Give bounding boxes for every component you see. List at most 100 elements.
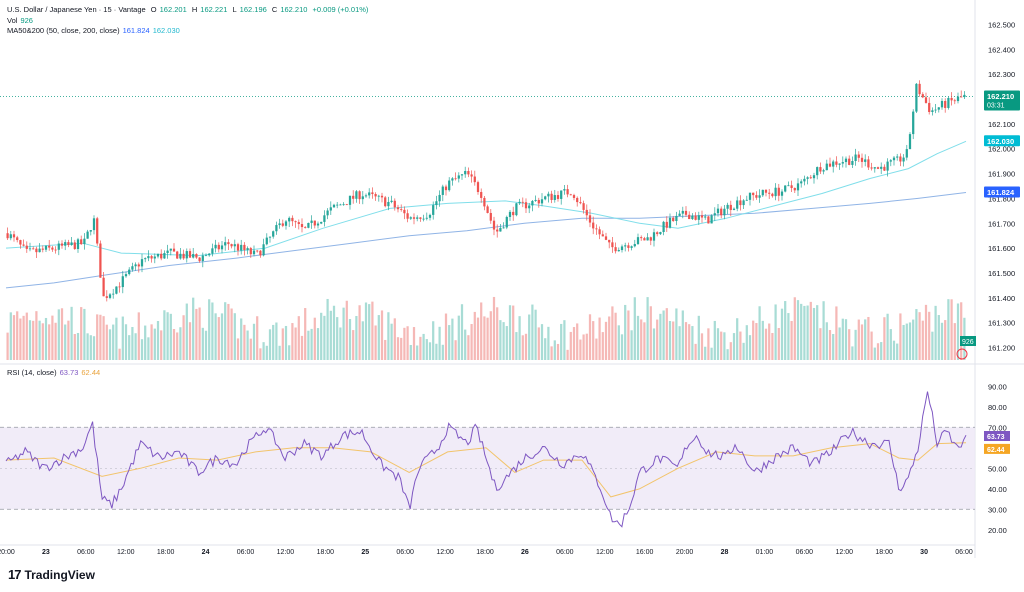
candle-body bbox=[467, 170, 470, 175]
candle-body bbox=[326, 210, 329, 216]
volume-bar bbox=[601, 332, 604, 360]
volume-bar bbox=[608, 316, 611, 360]
symbol-legend[interactable]: U.S. Dollar / Japanese Yen · 15 · Vantag… bbox=[7, 5, 371, 14]
candle-body bbox=[195, 254, 198, 258]
candle-body bbox=[128, 269, 131, 275]
candle-body bbox=[774, 187, 777, 197]
volume-bar bbox=[352, 330, 355, 360]
volume-bar bbox=[681, 310, 684, 360]
tradingview-logo-icon: 17 bbox=[8, 567, 22, 582]
volume-bar bbox=[752, 320, 755, 360]
candle-body bbox=[656, 232, 659, 235]
volume-bar bbox=[870, 331, 873, 360]
volume-bar bbox=[739, 331, 742, 360]
volume-bar bbox=[320, 312, 323, 360]
candle-body bbox=[832, 161, 835, 167]
volume-bar bbox=[537, 327, 540, 360]
close-label: C bbox=[271, 5, 278, 14]
volume-bar bbox=[342, 307, 345, 360]
volume-bar bbox=[678, 326, 681, 360]
volume-bar bbox=[617, 325, 620, 360]
candle-body bbox=[288, 217, 291, 222]
candle-body bbox=[809, 177, 812, 179]
volume-bar bbox=[652, 328, 656, 360]
candle-body bbox=[172, 248, 176, 252]
candle-body bbox=[179, 253, 182, 259]
volume-bar bbox=[713, 320, 716, 360]
candle-body bbox=[953, 100, 956, 102]
volume-bar bbox=[947, 299, 950, 360]
candle-body bbox=[816, 167, 819, 176]
volume-bar bbox=[198, 307, 201, 360]
candle-body bbox=[937, 107, 940, 110]
volume-legend[interactable]: Vol 926 bbox=[7, 16, 36, 25]
candle-body bbox=[44, 245, 48, 250]
candle-body bbox=[592, 222, 595, 229]
volume-bar bbox=[700, 333, 704, 360]
volume-bar bbox=[912, 319, 915, 360]
candle-body bbox=[521, 201, 524, 203]
volume-bar bbox=[694, 343, 697, 360]
candle-body bbox=[358, 191, 361, 200]
volume-bar bbox=[323, 315, 326, 360]
candle-body bbox=[70, 242, 73, 246]
candle-body bbox=[547, 193, 550, 197]
volume-bar bbox=[409, 344, 412, 360]
candle-body bbox=[659, 232, 662, 235]
time-tick-label: 01:00 bbox=[756, 549, 774, 556]
candle-body bbox=[553, 195, 556, 200]
tradingview-logo[interactable]: 17 TradingView bbox=[8, 567, 95, 582]
candle-body bbox=[806, 177, 809, 179]
ma-legend[interactable]: MA50&200 (50, close, 200, close) 161.824 1… bbox=[7, 26, 183, 35]
volume-bar bbox=[99, 314, 102, 360]
volume-bar bbox=[800, 303, 803, 360]
volume-bar bbox=[915, 309, 918, 360]
ma-short-tag-bg bbox=[984, 135, 1020, 147]
candle-body bbox=[873, 167, 876, 169]
candle-body bbox=[537, 199, 540, 204]
candle-body bbox=[678, 213, 681, 216]
volume-bar bbox=[595, 338, 598, 360]
candle-body bbox=[595, 228, 598, 230]
volume-bar bbox=[428, 342, 432, 360]
candle-body bbox=[32, 248, 35, 250]
candle-body bbox=[752, 192, 755, 196]
volume-bar bbox=[924, 304, 928, 360]
candle-body bbox=[870, 167, 873, 169]
volume-bar bbox=[112, 324, 115, 360]
volume-bar bbox=[547, 326, 550, 360]
candle-body bbox=[732, 208, 736, 211]
candle-body bbox=[208, 253, 211, 256]
volume-bar bbox=[521, 335, 524, 360]
candle-body bbox=[425, 217, 428, 219]
price-tick-label: 161.500 bbox=[988, 269, 1015, 278]
volume-bar bbox=[931, 331, 934, 360]
candle-body bbox=[249, 248, 252, 255]
time-tick-label: 06:00 bbox=[77, 549, 95, 556]
volume-bar bbox=[624, 304, 627, 360]
volume-bar bbox=[384, 339, 387, 360]
candle-body bbox=[492, 220, 496, 230]
candle-body bbox=[275, 225, 278, 232]
candle-body bbox=[246, 248, 249, 251]
candle-body bbox=[259, 250, 262, 256]
candle-body bbox=[256, 250, 259, 252]
candle-body bbox=[38, 248, 41, 253]
candle-body bbox=[688, 214, 691, 220]
candle-body bbox=[73, 242, 76, 249]
volume-bar bbox=[880, 342, 883, 360]
volume-bar bbox=[534, 309, 537, 360]
volume-bar bbox=[672, 321, 675, 360]
candle-body bbox=[924, 97, 928, 103]
volume-bar bbox=[179, 327, 182, 360]
candle-body bbox=[531, 200, 534, 206]
close-value: 162.210 bbox=[280, 5, 308, 14]
candle-body bbox=[640, 237, 643, 239]
volume-bar bbox=[230, 308, 233, 360]
candle-body bbox=[268, 236, 272, 238]
candle-body bbox=[422, 218, 425, 220]
candle-body bbox=[601, 234, 604, 237]
rsi-legend[interactable]: RSI (14, close) 63.73 62.44 bbox=[7, 368, 103, 377]
candle-body bbox=[704, 216, 707, 218]
